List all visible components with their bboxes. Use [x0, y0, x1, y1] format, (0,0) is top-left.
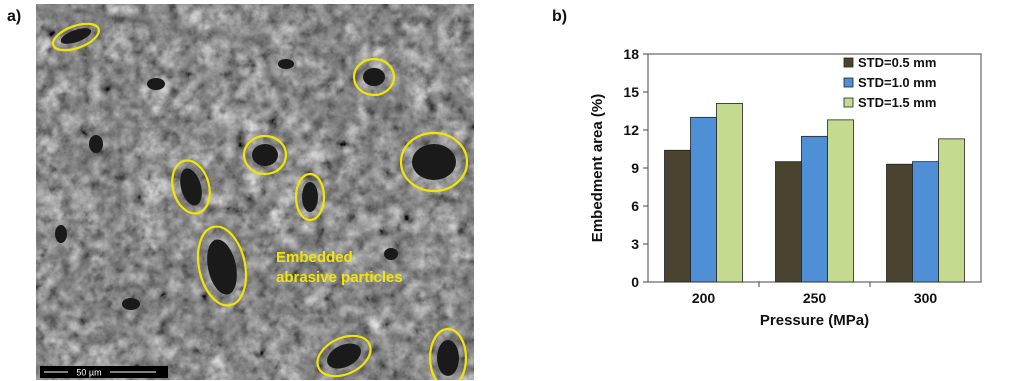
- bar: [938, 138, 965, 283]
- bar-chart: 0 3 6 9 12 15 18 200 250 300 Pressure (MPa) Embedme…: [586, 30, 1016, 370]
- panel-label-a: a): [7, 8, 22, 25]
- y-tick-label: 3: [631, 236, 639, 252]
- legend-swatch: [843, 77, 854, 88]
- micrograph-image: Embedded abrasive particles 50 µm: [36, 4, 474, 380]
- highlight-ellipse: [52, 22, 100, 52]
- legend-label: STD=1.0 mm: [858, 75, 936, 90]
- y-tick-label: 0: [631, 274, 639, 290]
- highlight-ellipse: [428, 327, 468, 380]
- bar: [664, 149, 691, 283]
- y-tick-label: 15: [623, 84, 639, 100]
- sem-micrograph: Embedded abrasive particles 50 µm: [36, 4, 474, 380]
- y-tick-label: 9: [631, 160, 639, 176]
- bar: [716, 103, 743, 283]
- highlight-ellipse: [399, 131, 469, 193]
- bar: [912, 161, 939, 283]
- scale-bar-label: 50 µm: [76, 368, 101, 378]
- bar: [827, 119, 854, 283]
- dark-particles: [55, 28, 459, 376]
- highlight-ellipse: [352, 57, 396, 97]
- annotation-line-2: abrasive particles: [276, 269, 403, 286]
- legend-swatch: [843, 57, 854, 68]
- bar: [801, 135, 828, 283]
- chart-svg: 0 3 6 9 12 15 18 200 250 300 Pressure (MPa) Embedme…: [589, 46, 982, 329]
- legend-label: STD=0.5 mm: [858, 55, 936, 70]
- bar: [775, 161, 802, 283]
- highlight-ellipse: [242, 134, 288, 176]
- highlight-ellipse: [316, 334, 372, 378]
- x-tick-label: 200: [692, 290, 716, 306]
- x-axis-label: Pressure (MPa): [760, 312, 869, 329]
- x-tick-label: 250: [803, 290, 827, 306]
- particle-highlights: [52, 22, 469, 380]
- legend-label: STD=1.5 mm: [858, 95, 936, 110]
- x-tick-label: 300: [914, 290, 938, 306]
- bar: [886, 163, 913, 283]
- y-tick-label: 12: [623, 122, 639, 138]
- y-axis-label: Embedment area (%): [589, 94, 606, 242]
- highlight-ellipse: [196, 225, 248, 307]
- bar: [690, 116, 717, 283]
- scale-bar-background: [40, 366, 168, 378]
- highlight-ellipse: [171, 159, 211, 215]
- panel-label-b: b): [552, 8, 568, 25]
- highlight-ellipse: [294, 172, 326, 222]
- y-tick-label: 6: [631, 198, 639, 214]
- y-tick-label: 18: [623, 46, 639, 62]
- legend-swatch: [843, 97, 854, 108]
- annotation-line-1: Embedded: [276, 249, 353, 266]
